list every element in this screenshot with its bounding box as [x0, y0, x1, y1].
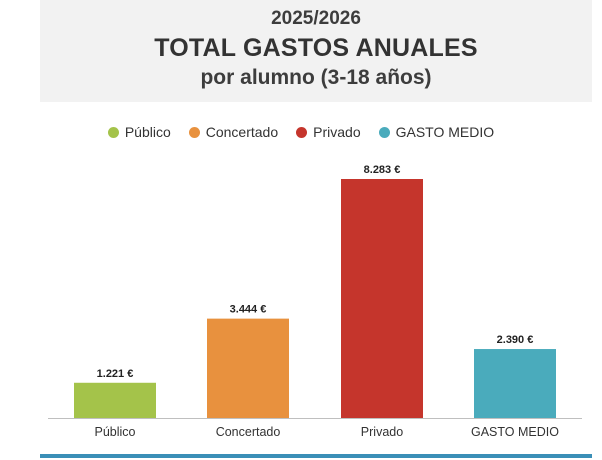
data-label-publico: 1.221 € [97, 368, 134, 380]
chart-header: 2025/2026 TOTAL GASTOS ANUALES por alumn… [40, 0, 592, 102]
chart-year: 2025/2026 [271, 8, 361, 29]
x-tick-label-gasto-medio: GASTO MEDIO [471, 425, 559, 439]
legend-label-publico: Público [124, 124, 171, 140]
chart-subtitle: por alumno (3-18 años) [200, 66, 432, 89]
legend-swatch-concertado [188, 126, 200, 138]
bottom-divider [40, 454, 592, 458]
bar-gasto-medio [474, 349, 556, 418]
x-tick-label-privado: Privado [361, 425, 403, 439]
x-tick-label-publico: Público [95, 425, 136, 439]
bar-privado [341, 179, 423, 418]
legend-item-publico: Público [107, 124, 171, 140]
legend-item-privado: Privado [296, 124, 361, 140]
legend-label-gasto-medio: GASTO MEDIO [395, 124, 495, 140]
data-label-gasto-medio: 2.390 € [497, 334, 534, 346]
legend-swatch-publico [107, 126, 119, 138]
legend-swatch-gasto-medio [378, 126, 390, 138]
legend-swatch-privado [296, 126, 308, 138]
x-tick-label-concertado: Concertado [216, 425, 281, 439]
legend-label-concertado: Concertado [205, 124, 279, 140]
data-label-concertado: 3.444 € [230, 304, 267, 316]
chart-legend: Público Concertado Privado GASTO MEDIO [0, 124, 602, 140]
data-label-privado: 8.283 € [364, 164, 401, 176]
bar-concertado [207, 318, 289, 418]
chart-title: TOTAL GASTOS ANUALES [154, 34, 478, 62]
legend-label-privado: Privado [313, 124, 361, 140]
bar-publico [74, 382, 156, 418]
legend-item-gasto-medio: GASTO MEDIO [378, 124, 495, 140]
legend-item-concertado: Concertado [188, 124, 279, 140]
